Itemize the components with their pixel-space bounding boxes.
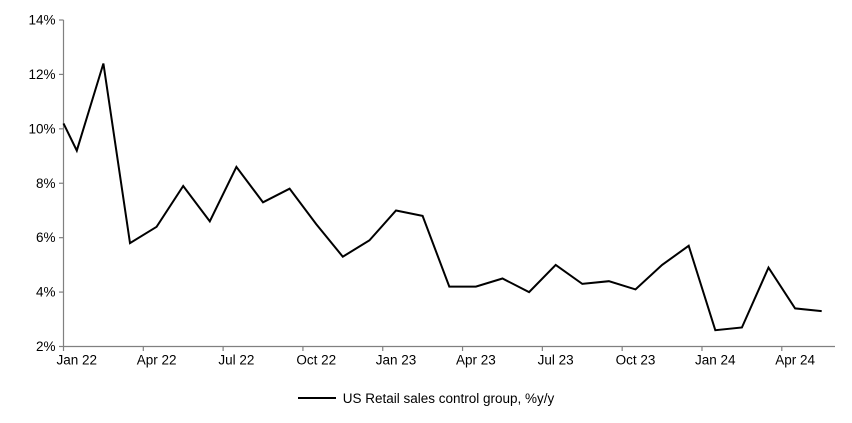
x-axis-tick-label: Apr 24 xyxy=(775,353,815,368)
legend-line-swatch xyxy=(297,397,336,399)
x-axis-tick-label: Oct 23 xyxy=(616,353,656,368)
x-axis-tick-label: Apr 22 xyxy=(137,353,177,368)
y-axis-tick-label: 14% xyxy=(28,13,55,28)
x-axis-tick-label: Jan 24 xyxy=(695,353,736,368)
x-axis-tick-label: Oct 22 xyxy=(296,353,336,368)
x-axis-tick-label: Jul 22 xyxy=(218,353,254,368)
chart-legend: US Retail sales control group, %y/y xyxy=(0,389,852,407)
y-axis-tick-label: 6% xyxy=(36,230,56,245)
x-axis-tick-label: Jul 23 xyxy=(538,353,574,368)
legend-label: US Retail sales control group, %y/y xyxy=(342,390,555,406)
y-axis-tick-label: 2% xyxy=(36,339,56,354)
x-axis-tick-label: Jan 23 xyxy=(376,353,417,368)
y-axis-tick-label: 12% xyxy=(28,67,55,82)
y-axis-tick-label: 4% xyxy=(36,285,56,300)
x-axis-tick-label: Apr 23 xyxy=(456,353,496,368)
y-axis-tick-label: 8% xyxy=(36,176,56,191)
y-axis-tick-label: 10% xyxy=(28,121,55,136)
data-line-us-retail-sales-control-group xyxy=(62,63,822,332)
x-axis-tick-label: Jan 22 xyxy=(57,353,98,368)
